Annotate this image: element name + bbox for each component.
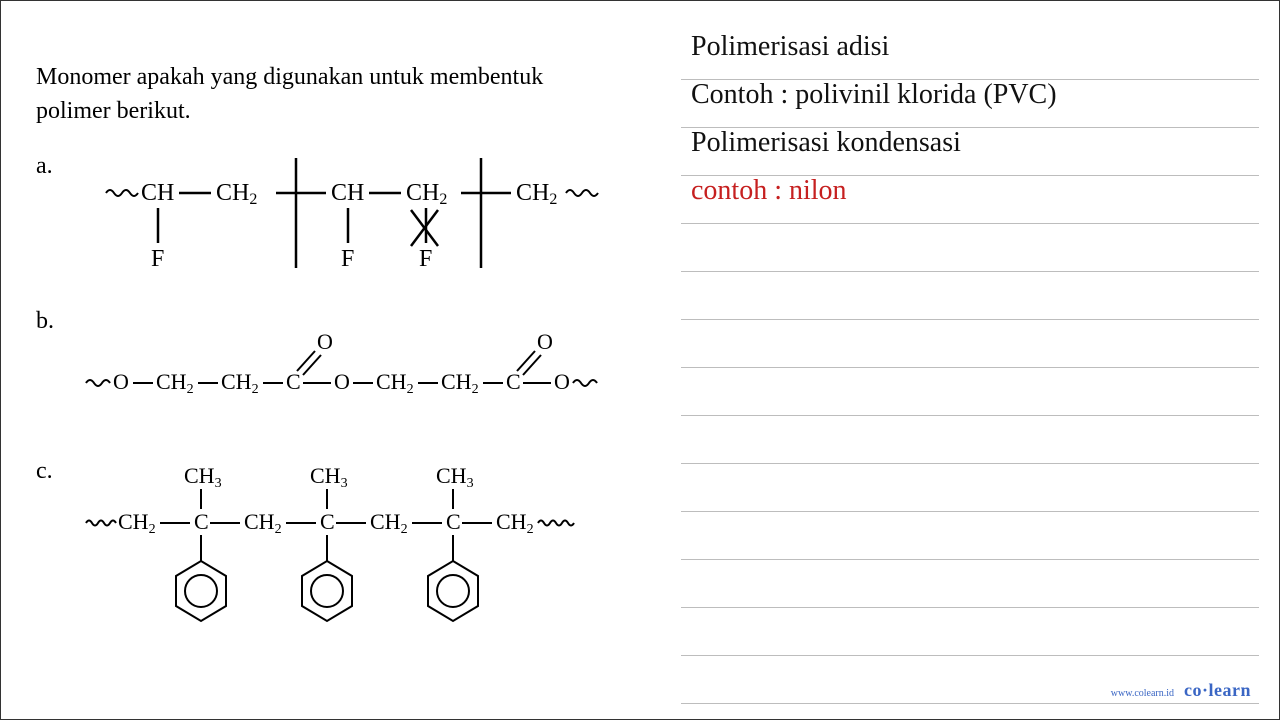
svg-text:C: C [286,369,301,394]
svg-text:F: F [151,246,164,272]
hw4-rest: nilon [789,175,847,206]
item-c: c. CH2 C CH2 C CH2 [36,453,651,663]
svg-text:C: C [320,509,335,534]
question-text: Monomer apakah yang digunakan untuk memb… [36,61,651,128]
handwrite-line1: Polimerisasi adisi [691,23,889,71]
svg-text:CH2: CH2 [216,180,257,208]
footer: www.colearn.id co·learn [1111,680,1251,701]
svg-text:C: C [446,509,461,534]
svg-text:O: O [113,369,129,394]
question-line2: polimer berikut. [36,98,191,124]
svg-text:C: C [506,369,521,394]
footer-url: www.colearn.id [1111,688,1174,699]
footer-brand: co·learn [1184,680,1251,701]
svg-text:CH2: CH2 [441,369,479,397]
svg-text:O: O [334,369,350,394]
structure-c: CH2 C CH2 C CH2 C CH2 [76,453,651,663]
item-b-label: b. [36,303,71,335]
svg-text:CH3: CH3 [436,463,474,491]
svg-text:C: C [194,509,209,534]
svg-text:CH2: CH2 [221,369,259,397]
left-panel: Monomer apakah yang digunakan untuk memb… [1,1,661,719]
svg-text:F: F [419,246,432,272]
svg-text:CH: CH [141,180,174,206]
svg-text:CH2: CH2 [376,369,414,397]
item-a: a. CH CH2 CH CH2 [36,148,651,278]
svg-text:CH3: CH3 [184,463,222,491]
hw2-rest: polivinil klorida (PVC) [795,79,1056,110]
hw2-prefix: Contoh : [691,79,795,110]
handwrite-line3: Polimerisasi kondensasi [691,119,961,167]
svg-text:O: O [554,369,570,394]
hw4-prefix: contoh : [691,175,789,206]
handwrite-line4: contoh : nilon [691,167,847,215]
svg-text:CH3: CH3 [310,463,348,491]
svg-text:O: O [537,329,553,354]
handwrite-line2: Contoh : polivinil klorida (PVC) [691,71,1057,119]
svg-text:CH2: CH2 [370,509,408,537]
svg-text:CH2: CH2 [118,509,156,537]
svg-text:CH: CH [331,180,364,206]
svg-text:CH2: CH2 [406,180,447,208]
svg-text:CH2: CH2 [244,509,282,537]
svg-text:CH2: CH2 [496,509,534,537]
item-c-label: c. [36,453,76,485]
item-b: b. O CH2 CH2 C O [36,303,651,413]
svg-text:O: O [317,329,333,354]
structure-a: CH CH2 CH CH2 CH2 [76,148,651,278]
right-panel: Polimerisasi adisi Contoh : polivinil kl… [661,1,1279,719]
item-a-label: a. [36,148,76,180]
structure-b: O CH2 CH2 C O O CH2 [71,303,651,413]
svg-text:F: F [341,246,354,272]
svg-text:CH2: CH2 [516,180,557,208]
svg-text:CH2: CH2 [156,369,194,397]
question-line1: Monomer apakah yang digunakan untuk memb… [36,64,543,90]
